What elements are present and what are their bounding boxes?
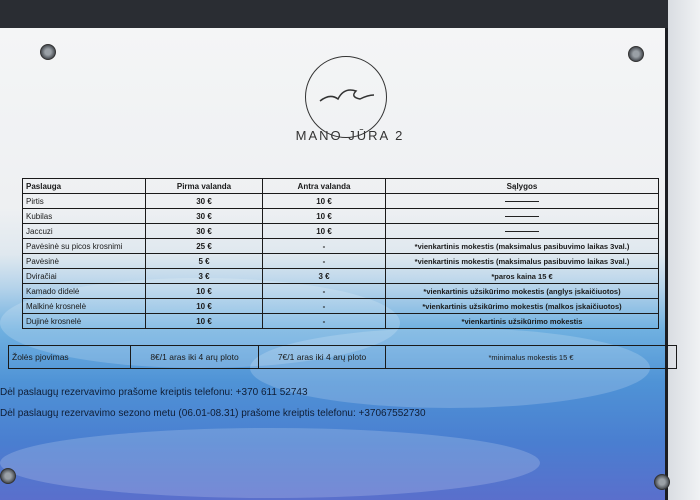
table-row: Dujinė krosnelė 10 € - *vienkartinis užsikū…	[22, 313, 659, 329]
conditions	[385, 208, 659, 224]
dash-line	[505, 201, 539, 203]
service-name: Malkinė krosnelė	[22, 298, 146, 314]
header-second-hour: Antra valanda	[262, 178, 386, 194]
service-name: Pirtis	[22, 193, 146, 209]
table-row: Malkinė krosnelė 10 € - *vienkartinis užsik…	[22, 298, 659, 314]
second-hour-price: -	[262, 283, 386, 299]
conditions: *vienkartinis užsikūrimo mokestis (angly…	[385, 283, 659, 299]
second-hour-price: -	[262, 313, 386, 329]
service-name: Pavėsinė	[22, 253, 146, 269]
table-row: Pirtis 30 €10 €	[22, 193, 659, 209]
dash-line	[505, 216, 539, 218]
logo-wave-icon	[305, 56, 387, 138]
contact-line: Dėl paslaugų rezervavimo prašome kreipti…	[0, 387, 308, 398]
service-name: Žolės pjovimas	[8, 345, 131, 369]
screw-icon	[628, 46, 644, 62]
wave-decoration	[0, 428, 540, 498]
screw-icon	[0, 468, 16, 484]
conditions: *vienkartinis užsikūrimo mokestis	[385, 313, 659, 329]
second-hour-price: 7€/1 aras iki 4 arų ploto	[258, 345, 386, 369]
table-row: Kamado didelė 10 € - *vienkartinis užsikūri…	[22, 283, 659, 299]
first-hour-price: 3 €	[145, 268, 263, 284]
dash-line	[505, 231, 539, 233]
second-hour-price: 10 €	[262, 223, 386, 239]
header-first-hour: Pirma valanda	[145, 178, 263, 194]
second-hour-price: -	[262, 253, 386, 269]
conditions: *paros kaina 15 €	[385, 268, 659, 284]
conditions: *vienkartinis užsikūrimo mokestis (malko…	[385, 298, 659, 314]
conditions: *minimalus mokestis 15 €	[385, 345, 677, 369]
first-hour-price: 5 €	[145, 253, 263, 269]
table-row: Pavėsinė 5 € - *vienkartinis mokestis (maks…	[22, 253, 659, 269]
conditions	[385, 193, 659, 209]
first-hour-price: 10 €	[145, 313, 263, 329]
table-row: Pavėsinė su picos krosnimi 25 € - *vienkart…	[22, 238, 659, 254]
table-row: Jaccuzi 30 €10 €	[22, 223, 659, 239]
brand-name: MANO JŪRA 2	[295, 128, 405, 143]
mowing-table: Žolės pjovimas 8€/1 aras iki 4 arų ploto…	[8, 345, 677, 369]
first-hour-price: 8€/1 aras iki 4 arų ploto	[130, 345, 259, 369]
first-hour-price: 10 €	[145, 298, 263, 314]
header-service: Paslauga	[22, 178, 146, 194]
second-hour-price: 10 €	[262, 208, 386, 224]
first-hour-price: 10 €	[145, 283, 263, 299]
table-header: Paslauga Pirma valanda Antra valanda Sąl…	[22, 178, 659, 194]
price-table: Paslauga Pirma valanda Antra valanda Sąl…	[22, 178, 659, 329]
first-hour-price: 30 €	[145, 193, 263, 209]
table-row: Žolės pjovimas 8€/1 aras iki 4 arų ploto…	[8, 345, 677, 369]
second-hour-price: 3 €	[262, 268, 386, 284]
service-name: Kubilas	[22, 208, 146, 224]
table-row: Dviračiai 3 €3 € *paros kaina 15 €	[22, 268, 659, 284]
contact-line: Dėl paslaugų rezervavimo sezono metu (06…	[0, 408, 426, 419]
first-hour-price: 30 €	[145, 208, 263, 224]
screw-icon	[40, 44, 56, 60]
service-name: Kamado didelė	[22, 283, 146, 299]
conditions: *vienkartinis mokestis (maksimalus pasib…	[385, 253, 659, 269]
screw-icon	[654, 474, 670, 490]
service-name: Dujinė krosnelė	[22, 313, 146, 329]
conditions	[385, 223, 659, 239]
table-row: Kubilas 30 €10 €	[22, 208, 659, 224]
second-hour-price: 10 €	[262, 193, 386, 209]
service-name: Pavėsinė su picos krosnimi	[22, 238, 146, 254]
second-hour-price: -	[262, 238, 386, 254]
wall-frame	[668, 0, 700, 500]
first-hour-price: 25 €	[145, 238, 263, 254]
second-hour-price: -	[262, 298, 386, 314]
conditions: *vienkartinis mokestis (maksimalus pasib…	[385, 238, 659, 254]
header-conditions: Sąlygos	[385, 178, 659, 194]
first-hour-price: 30 €	[145, 223, 263, 239]
service-name: Dviračiai	[22, 268, 146, 284]
service-name: Jaccuzi	[22, 223, 146, 239]
